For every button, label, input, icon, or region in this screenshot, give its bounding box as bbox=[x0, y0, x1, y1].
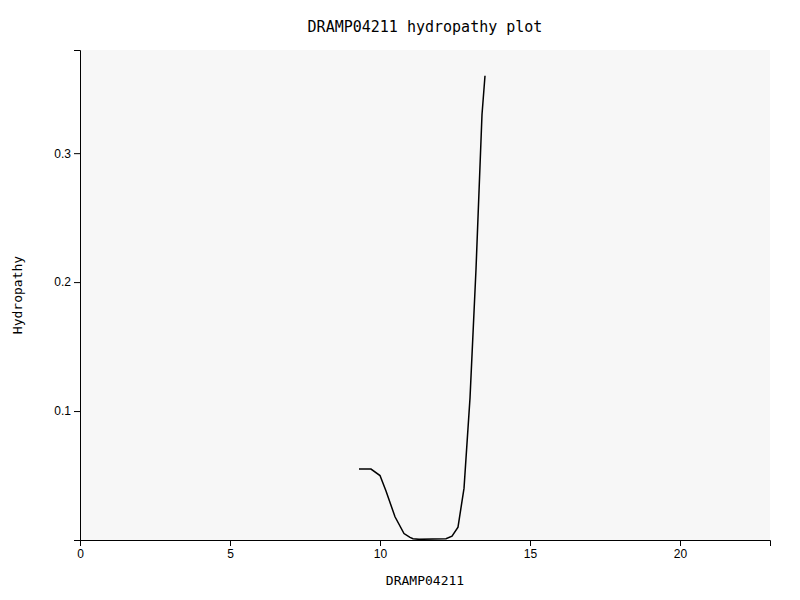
y-tick-mark bbox=[74, 153, 80, 154]
x-tick-mark bbox=[380, 540, 381, 546]
y-tick-mark bbox=[74, 282, 80, 283]
plot: 0 5 10 15 20 0.1 0.2 0.3 bbox=[54, 50, 770, 561]
x-tick: 20 bbox=[674, 540, 688, 561]
y-axis-title: Hydropathy bbox=[10, 256, 25, 334]
x-tick: 15 bbox=[524, 540, 538, 561]
x-axis: 0 5 10 15 20 bbox=[77, 540, 770, 561]
line bbox=[359, 76, 485, 540]
y-tick: 0.3 bbox=[54, 146, 80, 160]
x-tick: 5 bbox=[227, 540, 234, 561]
x-axis-title: DRAMP04211 bbox=[386, 573, 464, 588]
chart: 0 5 10 15 20 0.1 0.2 0.3 DRAMP04211 hydropathy p… bbox=[0, 0, 800, 600]
plot-background bbox=[80, 50, 770, 540]
x-tick: 0 bbox=[77, 540, 84, 561]
x-tick-label: 5 bbox=[227, 547, 234, 561]
y-tick-label: 0.2 bbox=[54, 275, 71, 289]
y-tick-mark bbox=[74, 411, 80, 412]
title: DRAMP04211 hydropathy plot bbox=[308, 18, 543, 36]
x-tick-mark bbox=[680, 540, 681, 546]
x-tick-label: 10 bbox=[374, 547, 388, 561]
x-tick-label: 20 bbox=[674, 547, 688, 561]
marks bbox=[359, 76, 485, 540]
y-axis: 0.1 0.2 0.3 bbox=[54, 51, 80, 541]
x-tick-mark bbox=[530, 540, 531, 546]
x-tick: 10 bbox=[374, 540, 388, 561]
y-tick-label: 0.1 bbox=[54, 404, 71, 418]
y-tick: 0.1 bbox=[54, 404, 80, 418]
x-tick-label: 0 bbox=[77, 547, 84, 561]
y-axis-line bbox=[74, 51, 81, 541]
y-tick-label: 0.3 bbox=[54, 146, 71, 160]
x-tick-label: 15 bbox=[524, 547, 538, 561]
x-tick-mark bbox=[230, 540, 231, 546]
y-tick: 0.2 bbox=[54, 275, 80, 289]
x-axis-line bbox=[81, 541, 771, 547]
